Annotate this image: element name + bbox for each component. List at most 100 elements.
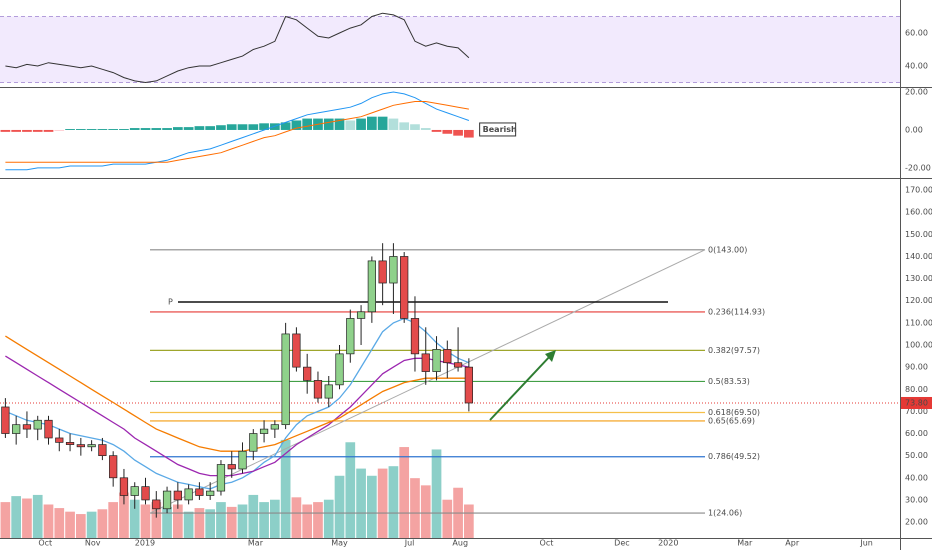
moving-average xyxy=(5,355,470,477)
volume-bar xyxy=(248,494,259,538)
macd-line xyxy=(5,91,470,171)
histogram-bar xyxy=(367,116,377,130)
histogram-bar xyxy=(216,125,226,130)
moving-average xyxy=(5,317,470,490)
histogram-bar xyxy=(431,129,442,132)
candle-body xyxy=(55,437,64,443)
volume-bar xyxy=(216,502,226,538)
y-tick-label: 40.00 xyxy=(905,62,928,71)
volume-bar xyxy=(162,506,172,538)
volume-bar xyxy=(86,511,97,538)
volume-bar xyxy=(43,504,54,538)
candle-body xyxy=(303,366,312,381)
histogram-bar xyxy=(194,126,205,130)
pivot-label: P xyxy=(168,298,173,307)
fib-label: 0.618(69.50) xyxy=(708,408,760,417)
rsi-band xyxy=(0,16,900,83)
candle-body xyxy=(12,424,21,434)
candle-body xyxy=(443,349,452,364)
volume-bar xyxy=(399,447,410,538)
y-tick-label: 50.00 xyxy=(905,451,928,460)
x-tick-label: Apr xyxy=(785,539,800,548)
macd-line xyxy=(5,101,469,163)
x-tick-label: Oct xyxy=(540,539,554,548)
candle-body xyxy=(184,488,193,501)
volume-bar xyxy=(345,442,356,538)
volume-bar xyxy=(367,475,377,538)
histogram-bar xyxy=(237,124,248,130)
x-tick-label: Mar xyxy=(248,539,264,548)
candle-body xyxy=(87,444,96,448)
candle-body xyxy=(1,406,10,434)
histogram-bar xyxy=(43,129,54,132)
y-tick-label: 140.00 xyxy=(905,252,932,261)
x-tick-label: Jul xyxy=(404,539,415,548)
candle-body xyxy=(249,433,258,452)
y-tick-label: 80.00 xyxy=(905,385,928,394)
histogram-bar xyxy=(129,128,140,130)
histogram-bar xyxy=(399,122,410,130)
histogram-bar xyxy=(248,124,259,130)
candle-body xyxy=(162,490,172,510)
y-tick-label: 90.00 xyxy=(905,363,928,372)
x-tick-label: 2020 xyxy=(658,539,678,548)
candle-body xyxy=(173,490,182,501)
volume-bar xyxy=(54,508,65,538)
rsi-line xyxy=(5,12,470,84)
histogram-bar xyxy=(205,126,216,130)
y-tick-label: 120.00 xyxy=(905,296,932,305)
candle-body xyxy=(281,333,290,426)
histogram-bar xyxy=(280,122,291,130)
histogram-bar xyxy=(140,128,151,130)
y-tick-label: 20.00 xyxy=(905,87,928,96)
volume-bar xyxy=(464,504,474,538)
volume-bar xyxy=(388,466,399,538)
candle-body xyxy=(206,490,215,496)
x-tick-label: Nov xyxy=(85,539,101,548)
volume-bar xyxy=(183,511,194,538)
histogram-bar xyxy=(119,129,129,130)
candle-body xyxy=(33,419,42,430)
volume-bar xyxy=(270,499,280,538)
histogram-bar xyxy=(388,118,399,130)
fib-label: 0(143.00) xyxy=(708,245,747,254)
volume-bar xyxy=(65,511,75,538)
histogram-bar xyxy=(226,124,237,130)
y-tick-label: 20.00 xyxy=(905,518,928,527)
volume-bar xyxy=(172,504,183,538)
candle-body xyxy=(227,464,236,470)
x-tick-label: Oct xyxy=(38,539,52,548)
candle-body xyxy=(119,477,129,496)
volume-bar xyxy=(11,496,22,538)
histogram-bar xyxy=(420,128,431,130)
histogram-bar xyxy=(334,118,345,130)
volume-bar xyxy=(119,492,129,538)
candle-body xyxy=(400,256,409,319)
y-tick-label: 130.00 xyxy=(905,274,932,283)
histogram-bar xyxy=(108,129,119,130)
y-tick-label: 170.00 xyxy=(905,186,932,195)
arrow-head xyxy=(545,350,556,362)
histogram-bar xyxy=(356,118,366,130)
volume-bar xyxy=(302,504,313,538)
volume-bar xyxy=(442,499,453,538)
candle-body xyxy=(76,444,85,448)
y-tick-label: 60.00 xyxy=(905,429,928,438)
volume-bar xyxy=(22,498,32,538)
histogram-bar xyxy=(453,129,463,136)
histogram-bar xyxy=(97,129,108,130)
histogram-bar xyxy=(75,129,86,130)
volume-bar xyxy=(259,502,269,538)
candle-body xyxy=(44,419,53,439)
y-tick-label: 160.00 xyxy=(905,208,932,217)
fib-label: 0.5(83.53) xyxy=(708,377,750,386)
volume-bar xyxy=(226,506,237,538)
fib-label: 0.382(97.57) xyxy=(708,346,760,355)
annotation: Bearish xyxy=(483,125,517,134)
x-tick-label: Aug xyxy=(452,539,468,548)
volume-bar xyxy=(0,502,11,538)
candle-body xyxy=(346,318,355,355)
histogram-bar xyxy=(302,118,313,130)
volume-bar xyxy=(356,468,366,538)
volume-bar xyxy=(97,509,108,538)
